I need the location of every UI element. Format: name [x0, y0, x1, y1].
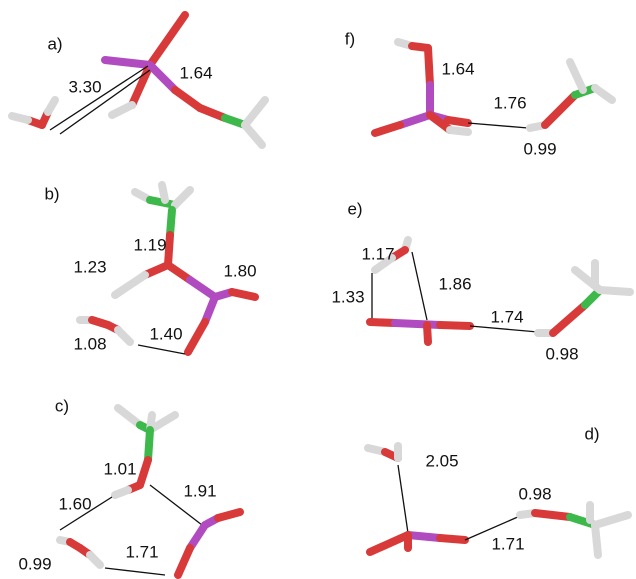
distance: 3.30	[68, 77, 101, 96]
distance: 0.98	[518, 484, 551, 503]
distance: 1.80	[223, 261, 256, 280]
distance: 1.40	[149, 324, 182, 343]
panel-label: b)	[44, 184, 59, 203]
distance: 1.64	[441, 59, 474, 78]
distance: 1.60	[58, 494, 91, 513]
labels: a) 3.30 1.64 f) 1.64 1.76 0.99 b) 1.19 1…	[18, 29, 599, 573]
distance: 1.86	[438, 274, 471, 293]
distance: 1.64	[179, 63, 212, 82]
distance: 1.08	[73, 334, 106, 353]
distance: 1.74	[490, 307, 523, 326]
distance: 0.99	[18, 554, 51, 573]
distance: 1.71	[491, 534, 524, 553]
distance: 1.01	[103, 459, 136, 478]
panel-label: f)	[345, 29, 355, 48]
distance: 1.23	[73, 257, 106, 276]
panel-label: c)	[55, 396, 69, 415]
distance: 0.99	[523, 139, 556, 158]
panel-label: d)	[584, 424, 599, 443]
distance: 1.19	[133, 235, 166, 254]
distance: 1.71	[125, 542, 158, 561]
panel-label: e)	[347, 199, 362, 218]
distance: 1.91	[183, 481, 216, 500]
distance: 2.05	[425, 451, 458, 470]
distance: 0.98	[545, 344, 578, 363]
distance: 1.76	[493, 93, 526, 112]
figure: a) 3.30 1.64 f) 1.64 1.76 0.99 b) 1.19 1…	[0, 0, 636, 579]
panel-label: a)	[47, 34, 62, 53]
distance: 1.17	[361, 244, 394, 263]
distance: 1.33	[331, 287, 364, 306]
